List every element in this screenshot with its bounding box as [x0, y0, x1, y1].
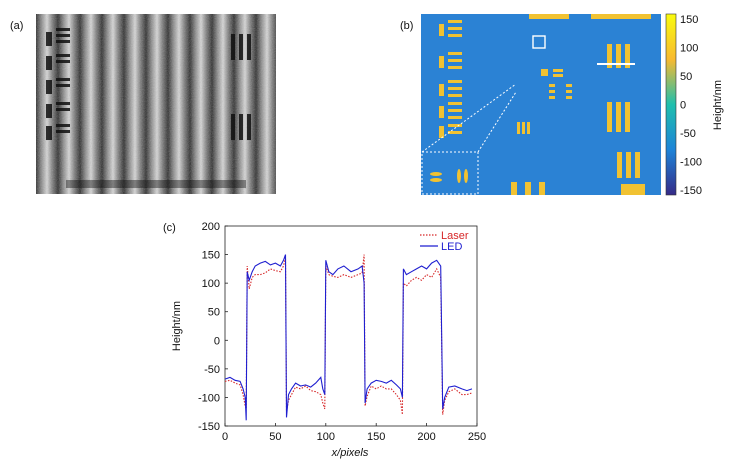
panel-c-label: (c) — [163, 222, 176, 234]
x-axis-label: x/pixels — [331, 447, 369, 459]
hologram-image — [36, 14, 276, 194]
y-axis-label: Height/nm — [171, 301, 183, 351]
panel-b-label: (b) — [400, 20, 414, 32]
height-map-image — [421, 14, 661, 195]
y-tick-label: 100 — [202, 278, 220, 290]
y-tick-label: 200 — [202, 221, 220, 233]
x-tick-label: 250 — [468, 431, 486, 443]
legend-label: Laser — [441, 230, 469, 242]
y-tick-label: 50 — [208, 307, 220, 319]
x-tick-label: 100 — [317, 431, 335, 443]
y-tick-label: -150 — [198, 421, 220, 433]
series-line-laser — [224, 254, 473, 415]
series-line-led — [224, 254, 473, 421]
y-tick-label: 0 — [214, 335, 220, 347]
x-tick-label: 0 — [222, 431, 228, 443]
x-tick-label: 200 — [417, 431, 435, 443]
legend-label: LED — [441, 241, 462, 253]
y-tick-label: -100 — [198, 392, 220, 404]
y-tick-label: -50 — [204, 364, 220, 376]
x-tick-label: 150 — [367, 431, 385, 443]
x-tick-label: 50 — [269, 431, 281, 443]
plot-area — [224, 225, 478, 427]
y-tick-label: 150 — [202, 250, 220, 262]
panel-a-label: (a) — [10, 20, 24, 32]
